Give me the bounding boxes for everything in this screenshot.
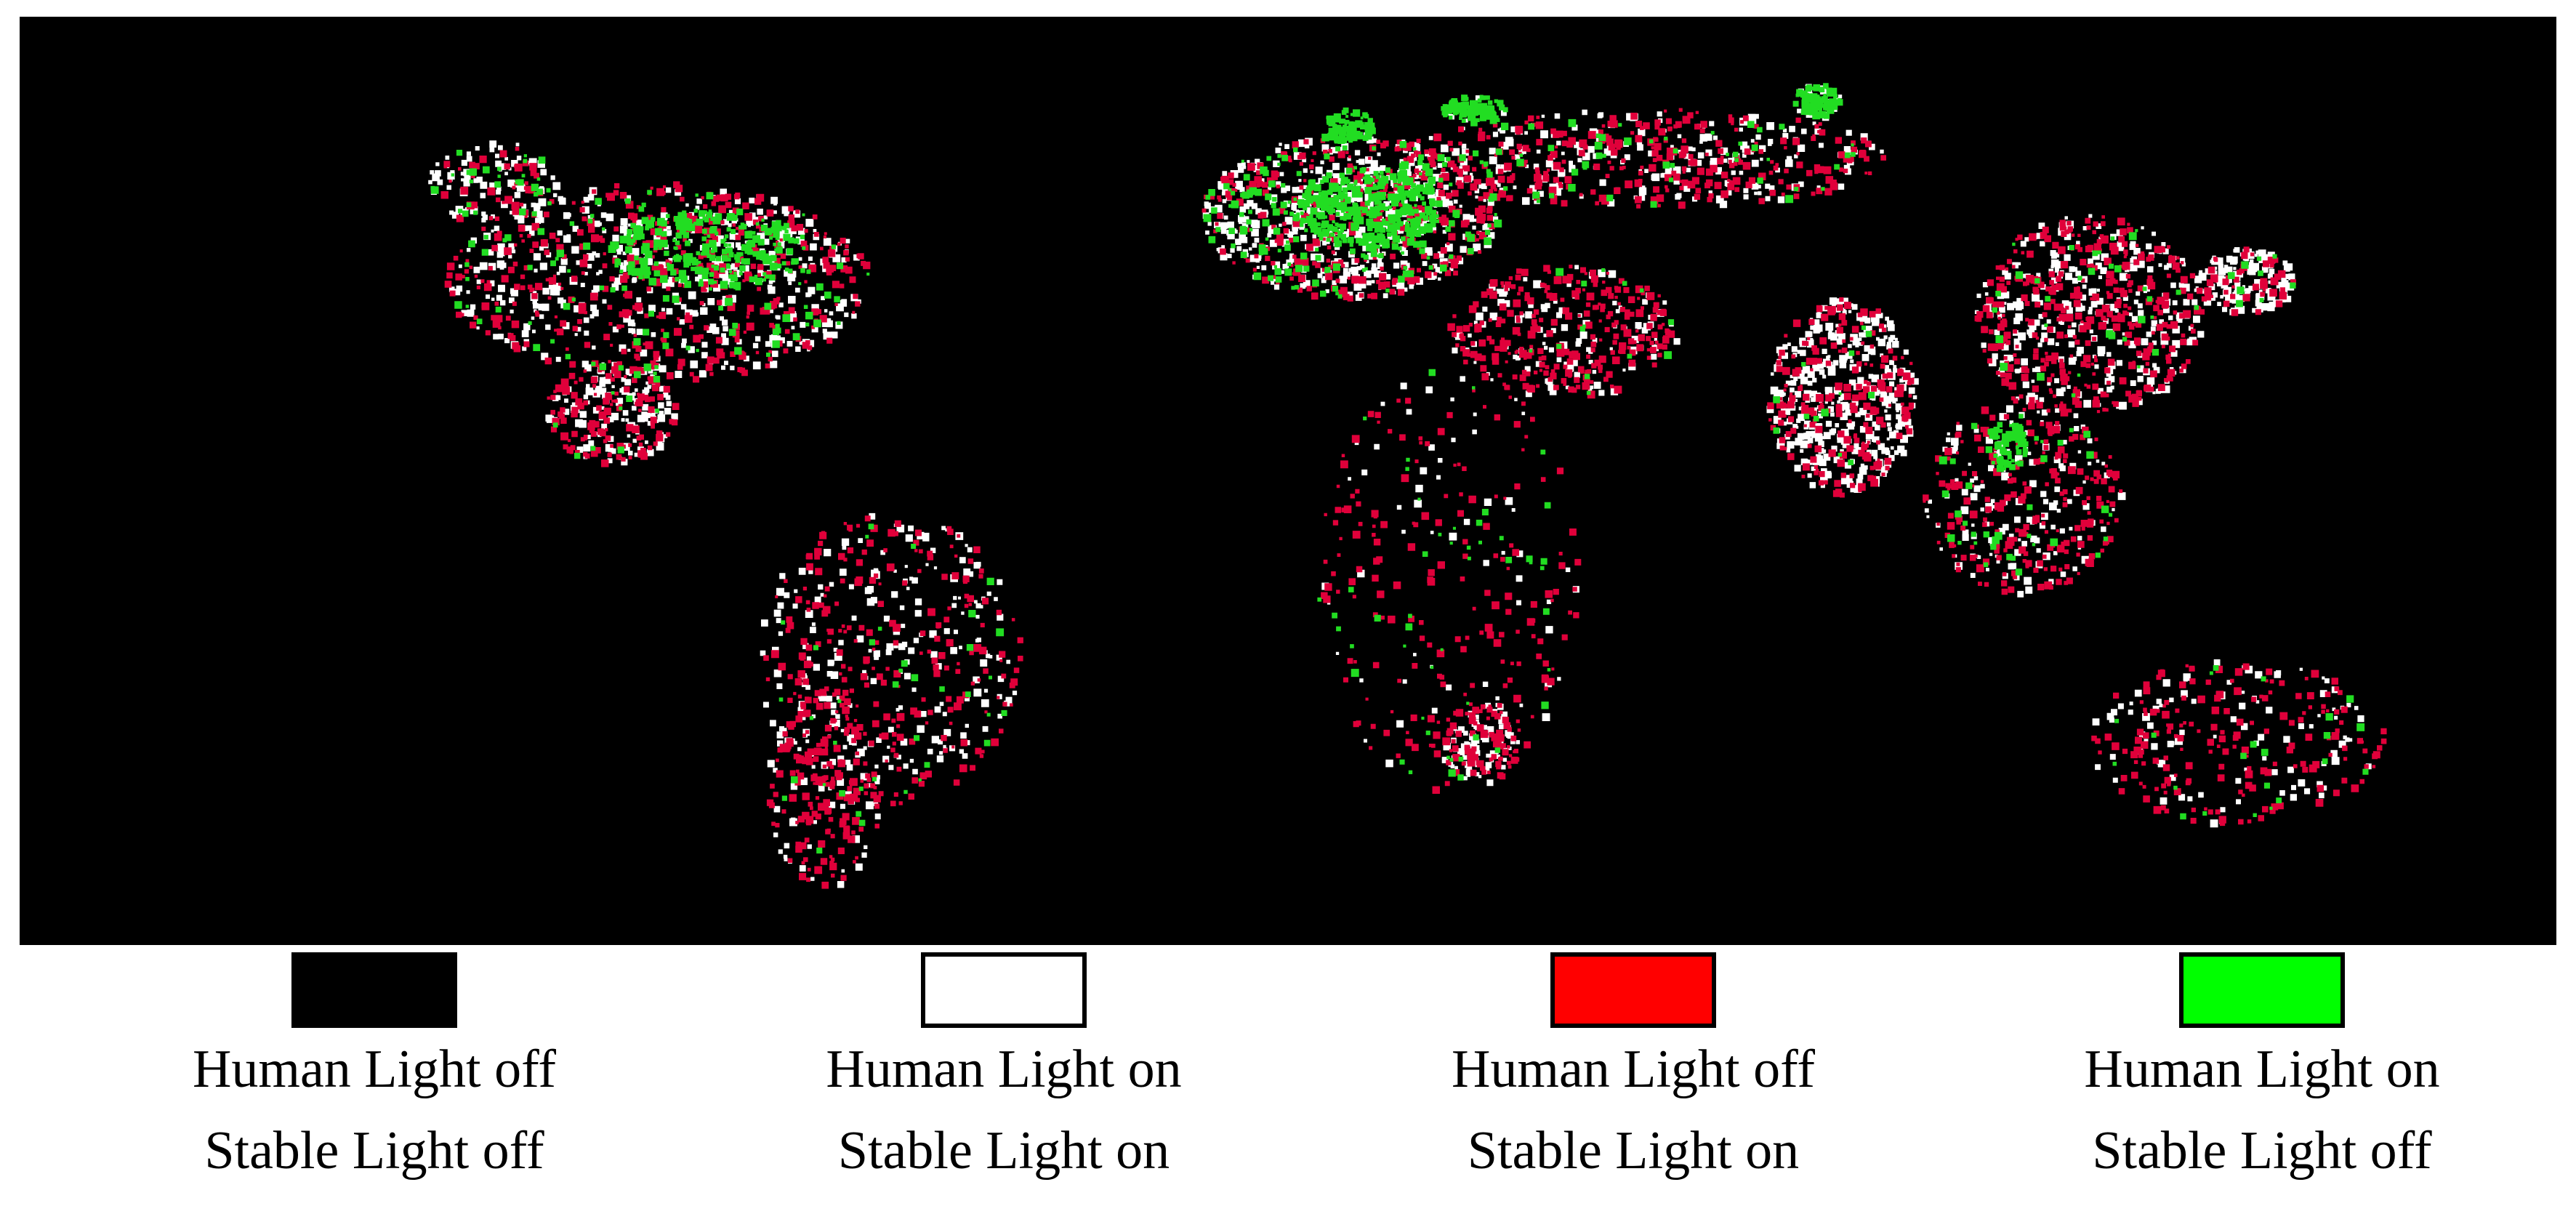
legend-swatch — [291, 952, 457, 1028]
light-white — [428, 84, 2372, 888]
legend-label: Human Light off — [1452, 1040, 1815, 1099]
legend-label: Human Light on — [826, 1040, 1181, 1099]
light-green — [430, 83, 2369, 854]
legend-label: Stable Light on — [838, 1121, 1170, 1181]
legend-label: Human Light on — [2084, 1040, 2439, 1099]
legend-label: Human Light off — [193, 1040, 556, 1099]
night-light-map — [20, 17, 2556, 945]
legend-label: Stable Light off — [2092, 1121, 2432, 1181]
light-pixels — [428, 83, 2387, 889]
legend: Human Light off Stable Light off Human Lig… — [193, 952, 2440, 1181]
legend-label: Stable Light off — [204, 1121, 544, 1181]
legend-swatch — [1550, 952, 1716, 1028]
legend-swatch — [921, 952, 1087, 1028]
light-red — [440, 108, 2387, 889]
legend-swatch — [2179, 952, 2345, 1028]
legend-label: Stable Light on — [1468, 1121, 1799, 1181]
